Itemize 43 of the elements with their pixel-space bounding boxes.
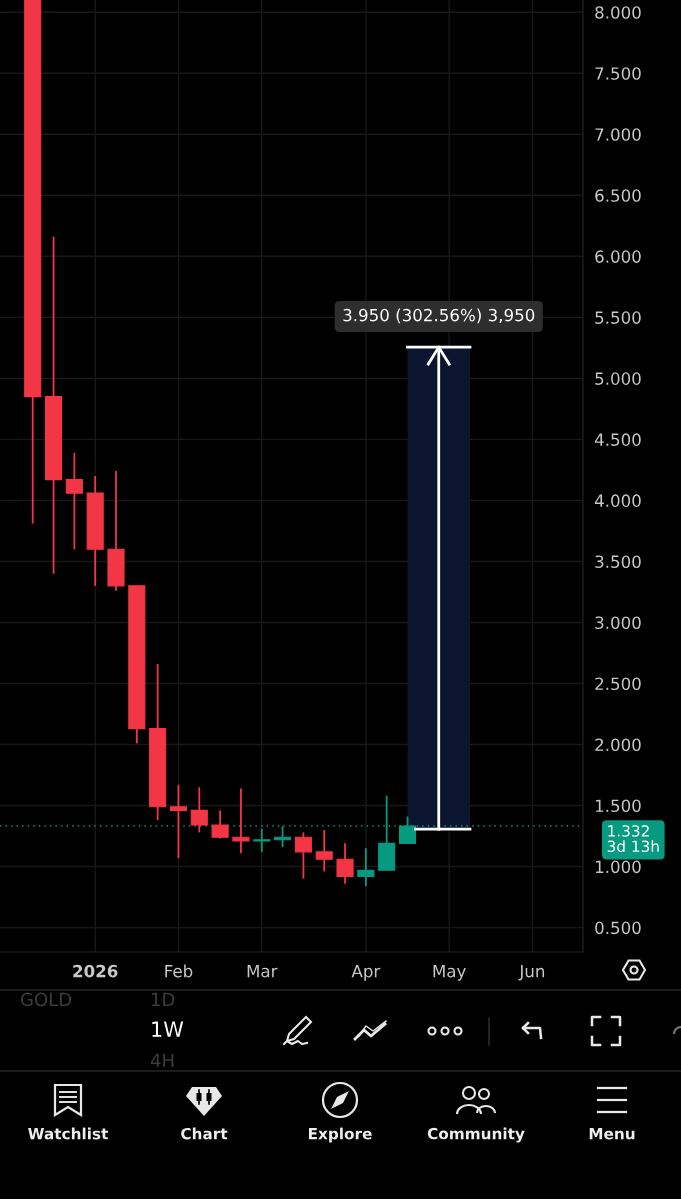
y-tick-label: 5.500 <box>595 311 641 324</box>
text: Chart <box>181 1127 228 1140</box>
y-tick-label: 5.000 <box>595 372 641 385</box>
candlestick <box>169 783 188 859</box>
candlestick <box>357 847 375 887</box>
y-tick-label: 6.500 <box>595 189 641 202</box>
y-tick-label: 0.500 <box>595 921 641 935</box>
candlestick <box>211 809 229 840</box>
candlestick <box>232 787 250 855</box>
candlestick <box>190 786 208 834</box>
x-tick-label: Mar <box>247 965 278 978</box>
text: Menu <box>589 1128 635 1140</box>
candlestick <box>315 829 333 873</box>
y-tick-label: 3.500 <box>595 555 641 568</box>
band-label: 3.950 (302.56%) 3,950 <box>343 308 535 324</box>
x-tick-label: Jun <box>518 965 545 981</box>
candlestick <box>65 451 83 551</box>
y-tick-label: 1.500 <box>595 799 641 813</box>
y-tick-label: 8.000 <box>595 6 641 19</box>
text: 4H <box>150 1053 174 1067</box>
text: 1D <box>151 992 175 1006</box>
x-tick-label: Feb <box>165 964 193 978</box>
text: Explore <box>308 1127 372 1143</box>
y-tick-label: 2.500 <box>595 677 641 691</box>
ref-line-label: 1.332 3d 13h <box>607 825 659 853</box>
x-tick-label: May <box>433 965 466 981</box>
y-tick-label: 2.000 <box>595 738 641 752</box>
y-tick-label: 4.500 <box>594 433 641 446</box>
candlestick <box>253 827 271 853</box>
candlestick <box>294 831 312 880</box>
text: 1W <box>152 1021 184 1037</box>
text: Community <box>427 1127 525 1143</box>
y-tick-label: 6.000 <box>595 250 641 263</box>
y-tick-label: 3.000 <box>595 616 641 630</box>
y-tick-label: 7.500 <box>595 67 641 80</box>
text: Watchlist <box>28 1127 109 1140</box>
x-tick-label: 2026 <box>73 964 118 978</box>
y-tick-label: 4.000 <box>594 494 641 507</box>
text: GOLD <box>21 992 72 1007</box>
candlestick <box>336 842 354 885</box>
x-tick-label: Apr <box>351 965 381 981</box>
y-tick-label: 7.000 <box>595 128 641 141</box>
y-tick-label: 1.000 <box>595 860 641 874</box>
